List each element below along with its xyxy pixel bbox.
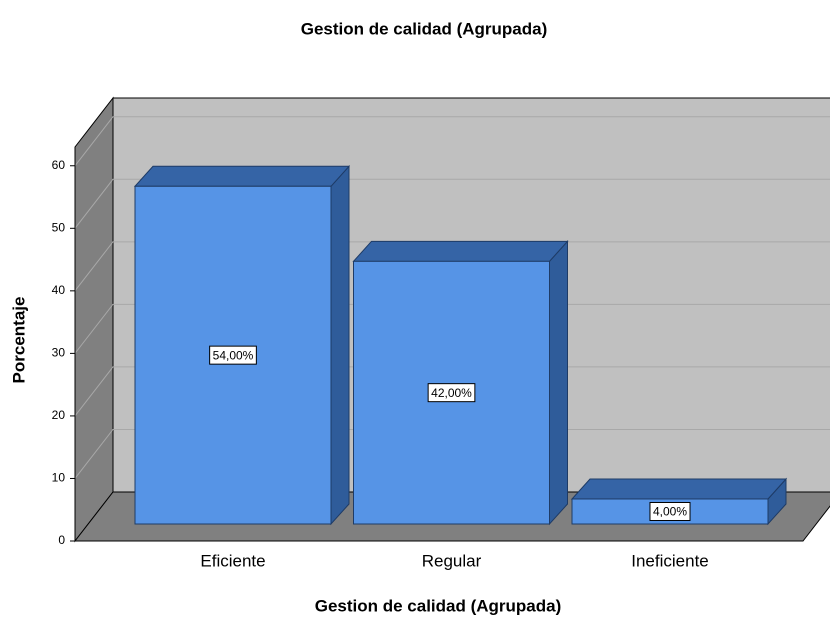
value-label: 4,00%: [653, 505, 687, 519]
left-wall: [74, 96, 114, 543]
bar-side: [330, 164, 350, 526]
bar-top: [133, 165, 351, 187]
y-tick-label: 20: [52, 408, 66, 422]
grid-line: [74, 116, 830, 167]
y-tick-label: 30: [52, 346, 66, 360]
bar-top: [352, 240, 569, 262]
x-axis-label: Gestion de calidad (Agrupada): [315, 596, 562, 615]
value-label-box: [209, 345, 257, 365]
grid-line: [74, 303, 830, 354]
value-label-box: [427, 383, 476, 403]
value-label: 54,00%: [213, 348, 254, 362]
value-label: 42,00%: [431, 386, 472, 400]
grid-line: [74, 241, 830, 292]
x-tick-label: Eficiente: [200, 551, 265, 570]
bar-side: [549, 240, 568, 526]
grid-line: [74, 178, 830, 229]
bar-top: [570, 478, 788, 500]
y-axis-label: Porcentaje: [9, 297, 28, 384]
chart-title: Gestion de calidad (Agrupada): [301, 19, 548, 38]
y-tick-label: 60: [52, 158, 66, 172]
y-tick-label: 50: [52, 220, 66, 234]
value-label-box: [649, 501, 691, 521]
x-tick-label: Ineficiente: [631, 551, 709, 570]
y-tick-label: 0: [58, 533, 65, 547]
grid-line: [74, 428, 830, 479]
grid-line: [74, 366, 830, 417]
y-tick-label: 40: [52, 283, 66, 297]
x-tick-label: Regular: [422, 551, 482, 570]
y-tick-label: 10: [52, 471, 66, 485]
